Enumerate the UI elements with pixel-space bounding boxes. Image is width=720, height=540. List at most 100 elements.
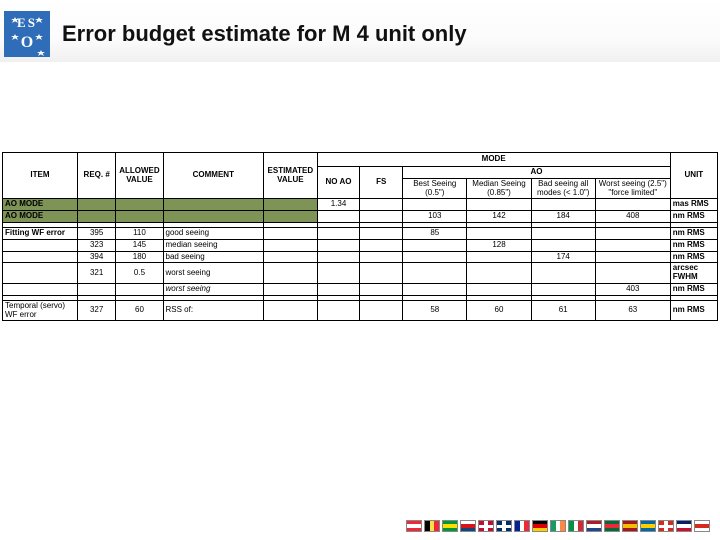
cell-median	[467, 283, 531, 295]
hdr-mode: MODE	[317, 153, 670, 167]
cell-item: AO MODE	[3, 199, 78, 211]
hdr-estimated: ESTIMATED VALUE	[264, 153, 318, 199]
cell-unit: nm RMS	[670, 211, 717, 223]
cell-fs	[360, 227, 403, 239]
cell-fs	[360, 211, 403, 223]
error-budget-table: ITEM REQ. # ALLOWED VALUE COMMENT ESTIMA…	[2, 152, 718, 321]
cell-bad: 61	[531, 300, 595, 321]
flag-icon	[640, 520, 656, 532]
cell-median: 142	[467, 211, 531, 223]
hdr-req: REQ. #	[77, 153, 116, 199]
flag-icon	[532, 520, 548, 532]
cell-item	[3, 263, 78, 284]
cell-best	[403, 199, 467, 211]
cell-fs	[360, 300, 403, 321]
flag-icon	[424, 520, 440, 532]
hdr-ao-best: Best Seeing (0.5")	[403, 178, 467, 199]
cell-req	[77, 283, 116, 295]
cell-median	[467, 263, 531, 284]
hdr-fs: FS	[360, 167, 403, 199]
cell-best: 103	[403, 211, 467, 223]
cell-no_ao	[317, 251, 360, 263]
cell-fs	[360, 239, 403, 251]
cell-estimated	[264, 251, 318, 263]
cell-item	[3, 251, 78, 263]
cell-median	[467, 251, 531, 263]
cell-allowed	[116, 283, 163, 295]
cell-no_ao	[317, 227, 360, 239]
cell-no_ao: 1.34	[317, 199, 360, 211]
cell-median	[467, 227, 531, 239]
cell-bad	[531, 239, 595, 251]
cell-comment	[163, 211, 264, 223]
cell-worst: 63	[595, 300, 670, 321]
cell-no_ao	[317, 239, 360, 251]
cell-unit: arcsec FWHM	[670, 263, 717, 284]
cell-allowed: 0.5	[116, 263, 163, 284]
cell-median	[467, 199, 531, 211]
cell-unit: nm RMS	[670, 283, 717, 295]
cell-worst	[595, 251, 670, 263]
hdr-comment: COMMENT	[163, 153, 264, 199]
cell-unit: nm RMS	[670, 251, 717, 263]
cell-allowed	[116, 211, 163, 223]
cell-bad	[531, 199, 595, 211]
cell-comment: median seeing	[163, 239, 264, 251]
cell-estimated	[264, 283, 318, 295]
flag-icon	[406, 520, 422, 532]
cell-req: 394	[77, 251, 116, 263]
cell-item: Fitting WF error	[3, 227, 78, 239]
cell-allowed: 180	[116, 251, 163, 263]
cell-req: 323	[77, 239, 116, 251]
hdr-unit: UNIT	[670, 153, 717, 199]
cell-fs	[360, 263, 403, 284]
slide-header: ES O Error budget estimate for M 4 unit …	[0, 0, 720, 62]
cell-bad	[531, 227, 595, 239]
cell-allowed: 145	[116, 239, 163, 251]
cell-best: 58	[403, 300, 467, 321]
flag-icon	[514, 520, 530, 532]
cell-no_ao	[317, 300, 360, 321]
cell-no_ao	[317, 263, 360, 284]
hdr-ao-median: Median Seeing (0.85")	[467, 178, 531, 199]
cell-best	[403, 283, 467, 295]
cell-fs	[360, 199, 403, 211]
flag-icon	[676, 520, 692, 532]
page-title: Error budget estimate for M 4 unit only	[62, 21, 467, 47]
cell-no_ao	[317, 211, 360, 223]
cell-best: 85	[403, 227, 467, 239]
cell-bad	[531, 283, 595, 295]
cell-estimated	[264, 199, 318, 211]
cell-estimated	[264, 263, 318, 284]
hdr-allowed: ALLOWED VALUE	[116, 153, 163, 199]
cell-worst	[595, 199, 670, 211]
hdr-ao-bad: Bad seeing all modes (< 1.0")	[531, 178, 595, 199]
flag-icon	[496, 520, 512, 532]
cell-fs	[360, 251, 403, 263]
cell-item	[3, 239, 78, 251]
cell-req: 327	[77, 300, 116, 321]
hdr-item: ITEM	[3, 153, 78, 199]
flag-icon	[694, 520, 710, 532]
cell-no_ao	[317, 283, 360, 295]
flag-icon	[586, 520, 602, 532]
cell-estimated	[264, 227, 318, 239]
cell-unit: nm RMS	[670, 239, 717, 251]
flag-icon	[604, 520, 620, 532]
cell-estimated	[264, 239, 318, 251]
cell-estimated	[264, 300, 318, 321]
error-budget-table-wrap: ITEM REQ. # ALLOWED VALUE COMMENT ESTIMA…	[0, 62, 720, 321]
cell-req: 321	[77, 263, 116, 284]
flag-icon	[550, 520, 566, 532]
cell-worst: 408	[595, 211, 670, 223]
cell-allowed: 110	[116, 227, 163, 239]
cell-comment: RSS of:	[163, 300, 264, 321]
cell-comment: good seeing	[163, 227, 264, 239]
hdr-ao: AO	[403, 167, 671, 179]
cell-req: 395	[77, 227, 116, 239]
cell-bad: 174	[531, 251, 595, 263]
hdr-noao: NO AO	[317, 167, 360, 199]
cell-unit: mas RMS	[670, 199, 717, 211]
cell-item	[3, 283, 78, 295]
cell-best	[403, 251, 467, 263]
